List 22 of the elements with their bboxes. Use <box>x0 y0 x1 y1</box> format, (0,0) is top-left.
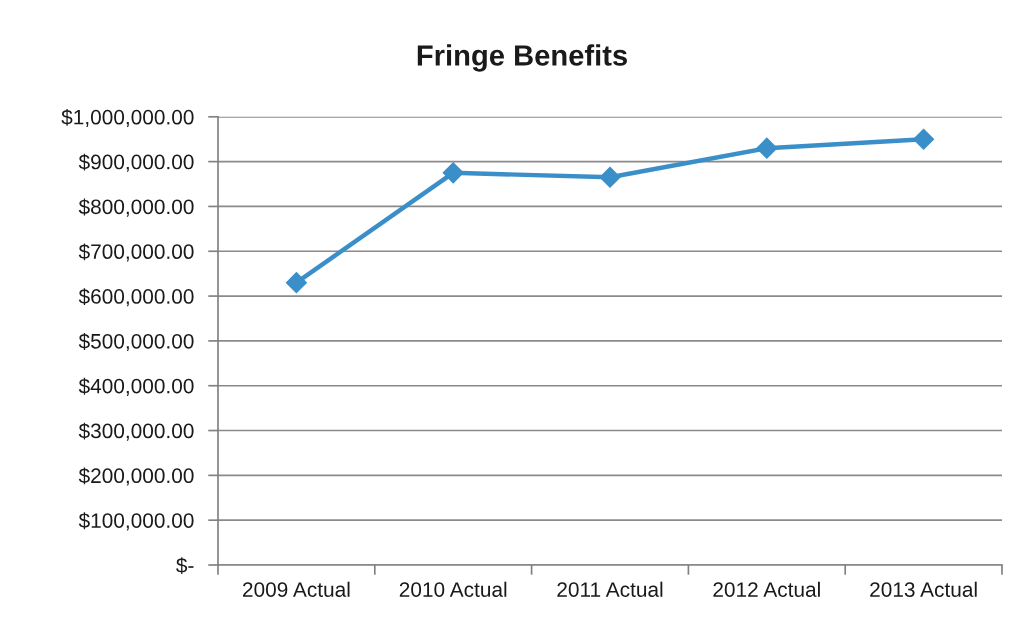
chart-title: Fringe Benefits <box>417 44 627 72</box>
y-tick-label: $500,000.00 <box>78 333 194 352</box>
y-tick-label: $800,000.00 <box>78 198 194 217</box>
point <box>599 166 621 188</box>
x-tick-label: 2010 Actual <box>399 581 507 597</box>
y-tick-label: $200,000.00 <box>78 467 194 486</box>
x-tick-label: 2013 Actual <box>870 581 977 597</box>
y-tick-label: $700,000.00 <box>78 243 194 262</box>
y-tick-label: $- <box>176 557 194 574</box>
x-tick-label: 2011 Actual <box>557 581 663 597</box>
point <box>913 128 935 150</box>
y-tick-label: $600,000.00 <box>78 288 194 307</box>
y-tick-label: $400,000.00 <box>78 377 194 396</box>
x-tick-label: 2009 Actual <box>243 581 350 597</box>
y-tick-label: $100,000.00 <box>78 512 194 531</box>
point <box>442 162 464 184</box>
y-tick-label: $1,000,000.00 <box>61 108 194 128</box>
point <box>285 272 307 294</box>
y-tick-label: $300,000.00 <box>78 422 194 441</box>
y-tick-label: $900,000.00 <box>78 153 194 172</box>
point <box>756 137 778 159</box>
x-tick-label: 2012 Actual <box>713 581 820 597</box>
